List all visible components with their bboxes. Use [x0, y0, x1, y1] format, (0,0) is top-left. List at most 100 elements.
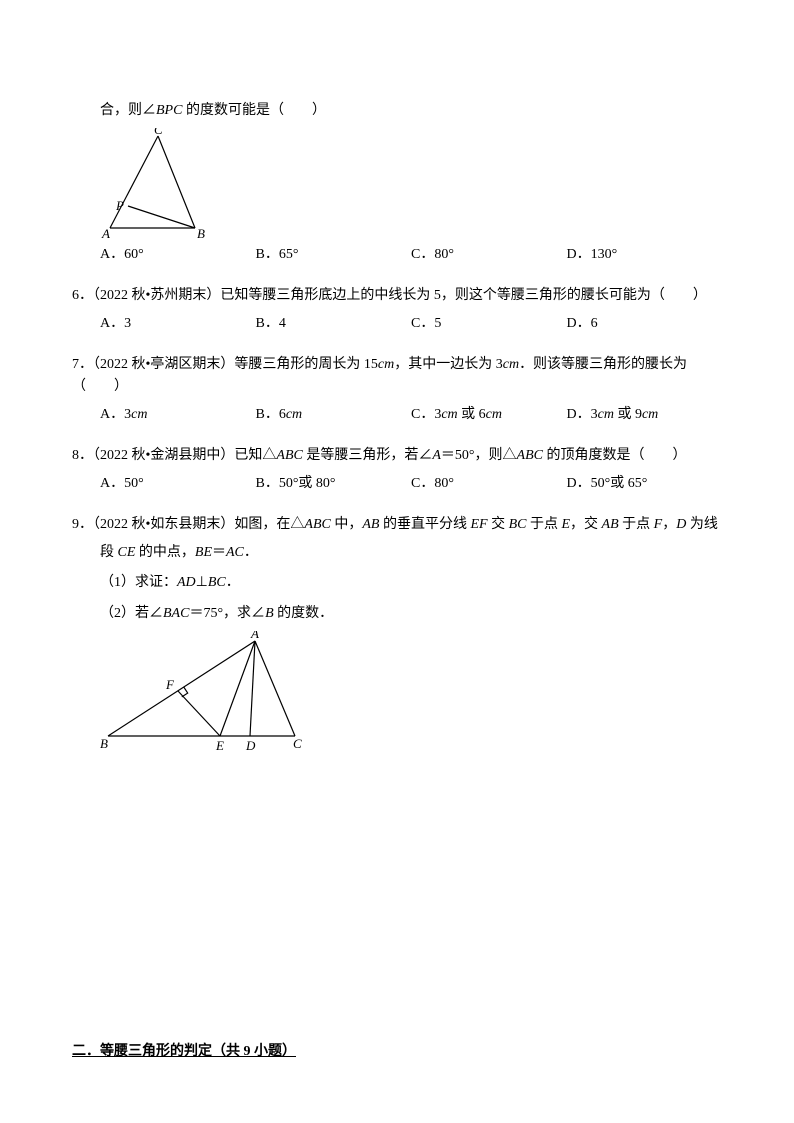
q7-choice-c: C．3cm 或 6cm — [411, 404, 567, 426]
q5-choice-b: B．65° — [256, 244, 412, 266]
q7d-pre: D．3 — [567, 407, 598, 422]
q5-choice-c: C．80° — [411, 244, 567, 266]
q8-it3: ABC — [517, 448, 543, 463]
q9-part2: （2）若∠BAC＝75°，求∠B 的度数． — [72, 603, 722, 625]
question-9: 9．（2022 秋•如东县期末）如图，在△ABC 中，AB 的垂直平分线 EF … — [72, 514, 722, 752]
question-6: 6．（2022 秋•苏州期末）已知等腰三角形底边上的中线长为 5，则这个等腰三角… — [72, 285, 722, 336]
q9l1-t4: 于点 — [526, 517, 561, 532]
q9l1-pre: 9．（2022 秋•如东县期末）如图，在△ — [72, 517, 304, 532]
q5-diagram: ABCP — [100, 128, 722, 238]
question-8: 8．（2022 秋•金湖县期中）已知△ABC 是等腰三角形，若∠A＝50°，则△… — [72, 445, 722, 496]
q5-text-post: 的度数可能是（ ） — [182, 103, 326, 118]
q9l2-it2: BE — [195, 545, 212, 560]
q9l1-it1: ABC — [304, 517, 330, 532]
q5-choices: A．60° B．65° C．80° D．130° — [72, 244, 722, 266]
q9l1-it3: EF — [470, 517, 487, 532]
q9l1-t6: 于点 — [619, 517, 654, 532]
q8-it2: A — [432, 448, 441, 463]
q8-choice-b: B．50°或 80° — [256, 473, 412, 495]
q7b-pre: B．6 — [256, 407, 286, 422]
q7a-it: cm — [131, 407, 147, 422]
q9l1-t5: ，交 — [570, 517, 602, 532]
svg-text:A: A — [101, 226, 110, 238]
q9-diagram: B C A E D F — [100, 631, 722, 751]
q7-choice-b: B．6cm — [256, 404, 412, 426]
q7-unit1: cm — [378, 357, 394, 372]
q9l2-it1: CE — [118, 545, 136, 560]
q9l1-t7: ， — [662, 517, 676, 532]
q9p2-it1: BAC — [163, 606, 189, 621]
q8-pre: 8．（2022 秋•金湖县期中）已知△ — [72, 448, 276, 463]
q9l2-t4: ． — [244, 545, 258, 560]
svg-text:B: B — [100, 736, 108, 751]
q9l1-it4: BC — [509, 517, 527, 532]
q8-choices: A．50° B．50°或 80° C．80° D．50°或 65° — [72, 473, 722, 495]
q7c-it2: cm — [486, 407, 502, 422]
q6-choice-c: C．5 — [411, 313, 567, 335]
q9p1-it2: BC — [208, 575, 226, 590]
svg-text:P: P — [115, 198, 124, 213]
q9l1-t8: 为线 — [686, 517, 718, 532]
q8-text: 8．（2022 秋•金湖县期中）已知△ABC 是等腰三角形，若∠A＝50°，则△… — [72, 445, 722, 467]
q6-choice-d: D．6 — [567, 313, 723, 335]
q9l1-t1: 中， — [331, 517, 363, 532]
q8-mid2: ＝50°，则△ — [441, 448, 517, 463]
svg-text:C: C — [293, 736, 302, 751]
svg-text:A: A — [250, 631, 259, 641]
q9-part1: （1）求证：AD⊥BC． — [72, 572, 722, 594]
q9p2-mid: ＝75°，求∠ — [189, 606, 265, 621]
q6-choices: A．3 B．4 C．5 D．6 — [72, 313, 722, 335]
q5-text-pre: 合，则∠ — [100, 103, 156, 118]
q8-mid1: 是等腰三角形，若∠ — [303, 448, 433, 463]
q9l1-it5: E — [561, 517, 570, 532]
q9l2-t2: 的中点， — [135, 545, 195, 560]
q9l1-t3: 交 — [488, 517, 509, 532]
q8-choice-c: C．80° — [411, 473, 567, 495]
q7-choice-a: A．3cm — [100, 404, 256, 426]
q8-choice-a: A．50° — [100, 473, 256, 495]
q7-choices: A．3cm B．6cm C．3cm 或 6cm D．3cm 或 9cm — [72, 404, 722, 426]
q8-choice-d: D．50°或 65° — [567, 473, 723, 495]
q9p1-mid: ⊥ — [196, 575, 208, 590]
q9p1-post: ． — [226, 575, 240, 590]
q7-unit2: cm — [503, 357, 519, 372]
q9l1-it8: D — [676, 517, 686, 532]
q9l1-it6: AB — [602, 517, 619, 532]
q7-mid: ，其中一边长为 3 — [394, 357, 503, 372]
svg-text:B: B — [197, 226, 205, 238]
svg-text:E: E — [215, 738, 224, 751]
section-2-heading: 二．等腰三角形的判定（共 9 小题） — [72, 1041, 722, 1063]
q9p1-pre: （1）求证： — [100, 575, 177, 590]
q9p1-it1: AD — [177, 575, 196, 590]
q9-line2: 段 CE 的中点，BE＝AC． — [72, 542, 722, 564]
q9-triangle-svg: B C A E D F — [100, 631, 310, 751]
q7d-it1: cm — [598, 407, 614, 422]
q9l1-it2: AB — [362, 517, 379, 532]
q6-text: 6．（2022 秋•苏州期末）已知等腰三角形底边上的中线长为 5，则这个等腰三角… — [72, 285, 722, 307]
question-7: 7．（2022 秋•亭湖区期末）等腰三角形的周长为 15cm，其中一边长为 3c… — [72, 354, 722, 427]
q8-post: 的顶角度数是（ ） — [543, 448, 687, 463]
q7-choice-d: D．3cm 或 9cm — [567, 404, 723, 426]
q9p2-pre: （2）若∠ — [100, 606, 163, 621]
q5-triangle-svg: ABCP — [100, 128, 215, 238]
q5-italic-bpc: BPC — [156, 103, 182, 118]
q7-text: 7．（2022 秋•亭湖区期末）等腰三角形的周长为 15cm，其中一边长为 3c… — [72, 354, 722, 399]
q5-text-line: 合，则∠BPC 的度数可能是（ ） — [72, 100, 722, 122]
q9-line1: 9．（2022 秋•如东县期末）如图，在△ABC 中，AB 的垂直平分线 EF … — [72, 514, 722, 536]
q7b-it: cm — [286, 407, 302, 422]
q5-choice-d: D．130° — [567, 244, 723, 266]
q9l1-t2: 的垂直平分线 — [379, 517, 470, 532]
svg-text:D: D — [245, 738, 256, 751]
q5-choice-a: A．60° — [100, 244, 256, 266]
q7-pre: 7．（2022 秋•亭湖区期末）等腰三角形的周长为 15 — [72, 357, 378, 372]
q9l1-it7: F — [654, 517, 663, 532]
q9l2-t3: ＝ — [212, 545, 226, 560]
q9p2-post: 的度数． — [274, 606, 334, 621]
q9l2-it3: AC — [226, 545, 244, 560]
q6-choice-a: A．3 — [100, 313, 256, 335]
q7a-pre: A．3 — [100, 407, 131, 422]
q7d-mid: 或 9 — [614, 407, 642, 422]
svg-text:F: F — [165, 677, 175, 692]
q8-it1: ABC — [276, 448, 302, 463]
q7c-pre: C．3 — [411, 407, 441, 422]
